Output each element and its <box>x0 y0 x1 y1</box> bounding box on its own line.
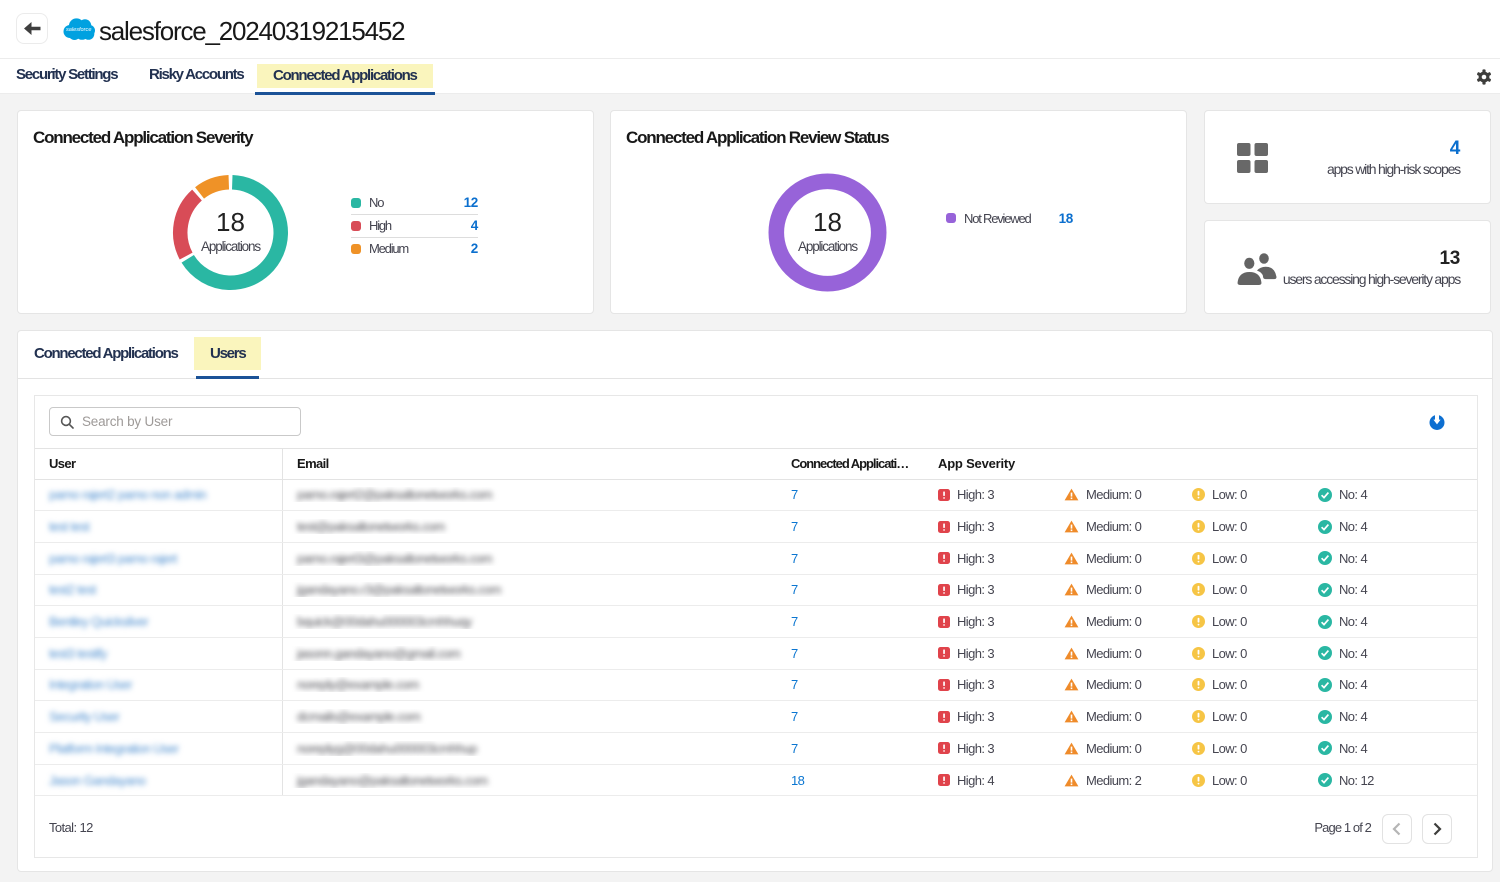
svg-text:salesforce: salesforce <box>66 27 92 33</box>
